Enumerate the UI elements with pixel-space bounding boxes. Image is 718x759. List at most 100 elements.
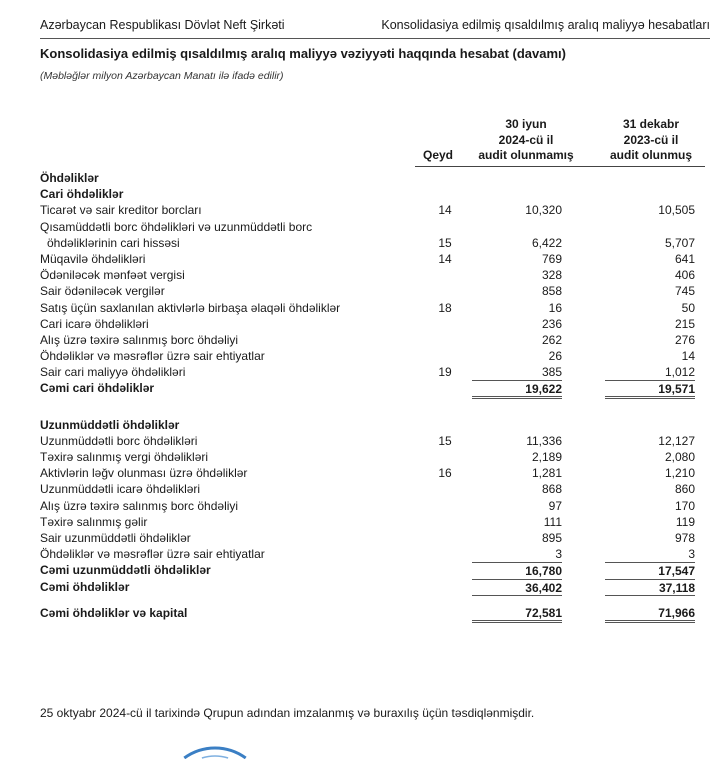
col2-line: 31 dekabr <box>622 117 680 131</box>
table-row: Ödəniləcək mənfəət vergisi 328 406 <box>40 267 710 283</box>
col1-line: 30 iyun <box>505 117 547 131</box>
row-label: Sair ödəniləcək vergilər <box>40 284 165 299</box>
table-row: Sair uzunmüddətli öhdəliklər 895 978 <box>40 530 710 546</box>
total-row: Cəmi cari öhdəliklər 19,622 19,571 <box>40 380 710 400</box>
value-2024 <box>472 186 562 201</box>
row-label: Ticarət və sair kreditor borcları <box>40 203 202 218</box>
total-row: Cəmi öhdəliklər 36,402 37,118 <box>40 578 710 596</box>
table-row: Təxirə salınmış gəlir 111 119 <box>40 514 710 530</box>
value-2023: 745 <box>674 284 695 299</box>
row-label: Təxirə salınmış vergi öhdəlikləri <box>40 450 209 464</box>
row-label: Uzunmüddətli borc öhdəlikləri <box>40 433 198 448</box>
value-2024 <box>472 170 562 185</box>
row-label: öhdəliklərinin cari hissəsi <box>47 235 180 250</box>
approval-note: 25 oktyabr 2024-cü il tarixində Qrupun a… <box>40 706 535 720</box>
row-label: Aktivlərin ləğv olunması üzrə öhdəliklər <box>40 466 248 481</box>
value-2024 <box>472 417 562 432</box>
column-header-2023: 31 dekabr 2023-cü il audit olunmuş <box>592 117 710 164</box>
row-note: 16 <box>438 466 452 481</box>
row-label: Uzunmüddətli icarə öhdəlikləri <box>40 482 201 497</box>
table-row: Təxirə salınmış vergi öhdəlikləri 2,189 2,… <box>40 449 710 465</box>
value-2023: 10,505 <box>658 203 695 218</box>
row-label: Öhdəliklər <box>40 171 99 185</box>
value-2023: 406 <box>674 268 695 283</box>
value-2024 <box>472 219 562 234</box>
value-2024: 769 <box>541 251 562 266</box>
value-2023: 50 <box>681 300 695 315</box>
row-label: Öhdəliklər və məsrəflər üzrə sair ehtiya… <box>40 349 265 364</box>
table-row: Öhdəliklər <box>40 170 710 186</box>
row-label: Satış üçün saxlanılan aktivlərlə birbaşa… <box>40 300 341 315</box>
report-name: Konsolidasiya edilmiş qısaldılmış aralıq… <box>381 18 710 32</box>
value-2023: 1,210 <box>664 466 695 481</box>
col1-line: 2024-cü il <box>498 132 554 147</box>
value-2024: 111 <box>543 514 562 529</box>
table-row: Müqavilə öhdəlikləri 14 769 641 <box>40 251 710 267</box>
value-2024: 328 <box>541 268 562 283</box>
value-2024: 11,336 <box>526 433 562 448</box>
row-note: 19 <box>438 365 452 380</box>
row-label: Müqavilə öhdəlikləri <box>40 251 146 266</box>
row-label: Cəmi öhdəliklər <box>40 579 130 594</box>
row-label: Cəmi cari öhdəliklər <box>40 381 155 396</box>
value-2023: 2,080 <box>664 450 695 464</box>
table-row: Aktivlərin ləğv olunması üzrə öhdəliklər… <box>40 465 710 481</box>
row-label: Alış üzrə təxirə salınmış borc öhdəliyi <box>40 498 239 513</box>
table-row: Alış üzrə təxirə salınmış borc öhdəliyi 2… <box>40 332 710 348</box>
value-2024: 385 <box>541 365 562 380</box>
table-row: Cari öhdəliklər <box>40 186 710 202</box>
value-2023: 17,547 <box>605 562 695 578</box>
table-row: Uzunmüddətli icarə öhdəlikləri 868 860 <box>40 481 710 497</box>
value-2023: 276 <box>674 332 695 347</box>
value-2023: 19,571 <box>605 380 695 400</box>
value-2024: 19,622 <box>472 380 562 400</box>
company-name: Azərbaycan Respublikası Dövlət Neft Şirk… <box>40 18 285 32</box>
row-label: Alış üzrə təxirə salınmış borc öhdəliyi <box>40 332 239 347</box>
value-2024: 26 <box>548 349 562 364</box>
value-2024: 6,422 <box>531 235 562 250</box>
value-2024: 858 <box>541 284 562 299</box>
value-2023: 978 <box>674 530 695 545</box>
page-header: Azərbaycan Respublikası Dövlət Neft Şirk… <box>40 12 710 39</box>
value-2024: 2,189 <box>531 450 562 464</box>
row-label: Uzunmüddətli öhdəliklər <box>40 417 180 432</box>
value-2024: 1,281 <box>531 466 562 481</box>
row-note: 15 <box>438 433 452 448</box>
value-2023: 3 <box>688 547 695 562</box>
table-row: Ticarət və sair kreditor borcları 14 10,32… <box>40 202 710 218</box>
value-2024: 72,581 <box>472 605 562 623</box>
table-row: Qısamüddətli borc öhdəlikləri və uzunmüd… <box>40 219 710 235</box>
value-2024: 895 <box>541 530 562 545</box>
value-2023: 37,118 <box>605 578 695 596</box>
row-label: Cari öhdəliklər <box>40 187 124 202</box>
statement-table: Öhdəliklər Cari öhdəliklər Ticarət və sair… <box>40 170 710 623</box>
row-note: 14 <box>438 203 452 218</box>
row-label: Sair uzunmüddətli öhdəliklər <box>40 530 191 545</box>
table-row: Uzunmüddətli öhdəliklər <box>40 417 710 433</box>
row-note: 15 <box>438 235 452 250</box>
table-row: Sair cari maliyyə öhdəlikləri 19 385 1,012 <box>40 364 710 380</box>
row-note: 14 <box>438 251 452 266</box>
total-row: Cəmi uzunmüddətli öhdəliklər 16,780 17,547 <box>40 562 710 578</box>
col1-line: audit olunmamış <box>478 148 574 162</box>
value-2024: 3 <box>555 547 562 562</box>
value-2024: 262 <box>541 332 562 347</box>
value-2024: 868 <box>541 482 562 497</box>
value-2024: 236 <box>541 316 562 331</box>
value-2023: 215 <box>674 316 695 331</box>
value-2023: 71,966 <box>605 605 695 623</box>
spacer <box>40 397 710 417</box>
row-label: Sair cari maliyyə öhdəlikləri <box>40 365 186 380</box>
table-row: Satış üçün saxlanılan aktivlərlə birbaşa… <box>40 300 710 316</box>
value-2023 <box>605 186 695 201</box>
row-label: Təxirə salınmış gəlir <box>40 514 148 529</box>
value-2023 <box>605 417 695 432</box>
row-label: Öhdəliklər və məsrəflər üzrə sair ehtiya… <box>40 547 265 562</box>
row-label: Qısamüddətli borc öhdəlikləri və uzunmüd… <box>40 219 313 234</box>
header-rule <box>415 166 705 167</box>
table-row: Alış üzrə təxirə salınmış borc öhdəliyi 9… <box>40 498 710 514</box>
value-2023: 12,127 <box>658 433 695 448</box>
value-2024: 16 <box>548 300 562 315</box>
table-row: Uzunmüddətli borc öhdəlikləri 15 11,336 12,… <box>40 433 710 449</box>
table-row: Öhdəliklər və məsrəflər üzrə sair ehtiya… <box>40 348 710 364</box>
